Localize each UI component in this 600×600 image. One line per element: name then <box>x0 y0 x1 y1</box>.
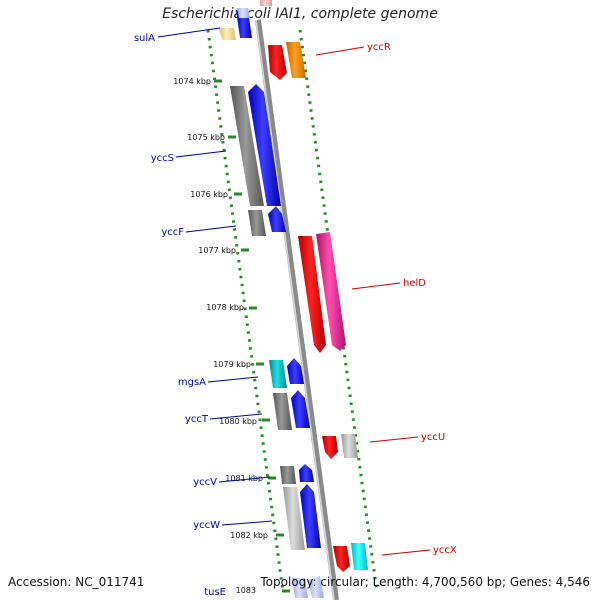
gene-top-lavender <box>237 8 250 18</box>
gene-yccW-blue <box>300 484 321 548</box>
gene-label-yccW: yccW <box>193 520 220 531</box>
gene-yccT-gray <box>273 393 292 430</box>
genome-stats-text: Topology: circular; Length: 4,700,560 bp… <box>260 575 590 589</box>
gene-label-sulA: sulA <box>134 33 155 44</box>
gene-label-yccT: yccT <box>185 414 209 425</box>
gene-yccU-gray <box>341 434 358 458</box>
leader-lines <box>157 27 431 556</box>
kbp-label: 1076 kbp <box>190 190 228 199</box>
kbp-label: 1080 kbp <box>219 417 257 426</box>
gene-sulA-yellow <box>219 28 236 40</box>
map-title: Escherichia coli IAI1, complete genome <box>162 6 438 22</box>
gene-yccV-gray <box>280 466 296 484</box>
kbp-label: 1079 kbp <box>213 360 251 369</box>
major-ticks <box>214 79 290 593</box>
gene-yccF-gray <box>248 210 266 236</box>
gene-yccF-blue <box>268 206 286 232</box>
kbp-label: 1083 <box>236 586 256 595</box>
gene-labels-left: sulA yccS yccF mgsA yccT yccV yccW tusE <box>134 33 226 598</box>
kbp-label: 1074 kbp <box>173 77 211 86</box>
gene-helD-pink <box>316 232 346 351</box>
gene-label-tusE: tusE <box>204 587 226 598</box>
gene-yccS-blue <box>248 84 281 206</box>
gene-mgsA-teal <box>269 360 287 388</box>
kbp-label: 1082 kbp <box>230 531 268 540</box>
genome-backbone <box>255 19 339 600</box>
gene-mgsA-blue <box>287 358 304 384</box>
gene-yccV-blue <box>299 464 314 482</box>
gene-tusE-lavender <box>292 578 308 598</box>
gene-label-mgsA: mgsA <box>178 377 206 388</box>
gene-labels-right: yccR helD yccU yccX <box>367 42 457 556</box>
gene-yccU-red <box>322 436 338 459</box>
gene-label-yccR: yccR <box>367 42 391 53</box>
gene-label-yccX: yccX <box>433 545 457 556</box>
accession-text: Accession: NC_011741 <box>8 575 145 589</box>
right-tick-column <box>298 29 379 593</box>
gene-yccR-red <box>268 45 287 80</box>
gene-tusE-lavender-2 <box>308 576 324 598</box>
left-tick-column <box>206 29 285 593</box>
gene-top-pink <box>260 0 272 6</box>
kbp-label: 1078 kbp <box>206 303 244 312</box>
gene-yccR-orange <box>286 42 306 78</box>
kbp-labels: 1074 kbp 1075 kbp 1076 kbp 1077 kbp 1078… <box>173 77 268 595</box>
gene-label-helD: helD <box>403 278 426 289</box>
gene-yccS-gray <box>230 86 264 206</box>
gene-helD-red <box>298 236 326 353</box>
gene-label-yccV: yccV <box>193 477 217 488</box>
gene-label-yccF: yccF <box>161 227 184 238</box>
kbp-label: 1077 kbp <box>198 246 236 255</box>
gene-features <box>219 0 368 598</box>
kbp-label: 1081 kbp <box>225 474 263 483</box>
gene-yccT-blue <box>291 390 310 428</box>
gene-yccX-cyan <box>351 543 368 570</box>
gene-yccW-gray <box>283 487 305 550</box>
gene-label-yccS: yccS <box>151 153 174 164</box>
gene-yccX-red <box>333 546 350 572</box>
kbp-label: 1075 kbp <box>187 133 225 142</box>
gene-label-yccU: yccU <box>421 432 445 443</box>
